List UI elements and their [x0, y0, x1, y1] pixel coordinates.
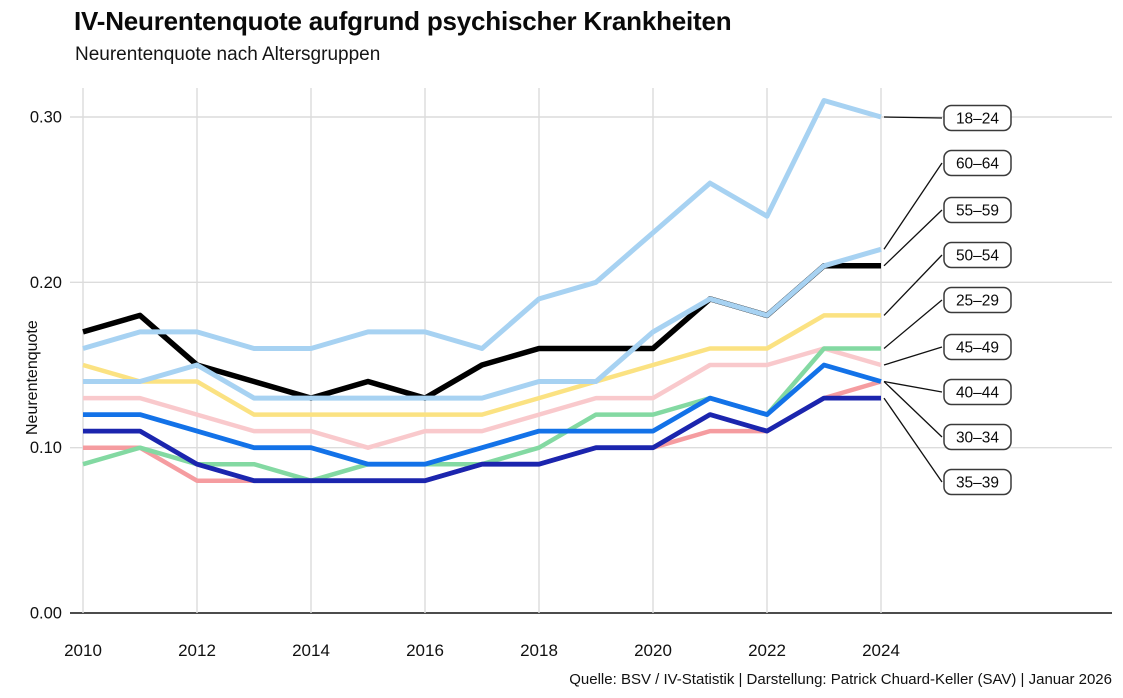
source-note: Quelle: BSV / IV-Statistik | Darstellung… — [569, 671, 1112, 688]
leader-line-40-44 — [883, 380, 943, 393]
x-tick-label: 2020 — [634, 641, 672, 660]
leader-line-55-59 — [883, 209, 943, 267]
y-tick-label: 0.20 — [30, 274, 62, 292]
y-tick-label: 0.30 — [30, 109, 62, 127]
series-label-25-29: 25–29 — [956, 293, 999, 310]
x-tick-label: 2016 — [406, 641, 444, 660]
leader-line-18-24 — [883, 116, 943, 119]
series-line-45-49 — [83, 346, 882, 450]
leader-line-45-49 — [883, 346, 943, 366]
chart-title: IV-Neurentenquote aufgrund psychischer K… — [74, 6, 732, 36]
series-label-box-45-49 — [943, 333, 1012, 361]
y-tick-label: 0.10 — [30, 439, 62, 457]
series-label-45-49: 45–49 — [956, 340, 999, 357]
series-label-box-35-39 — [943, 468, 1012, 496]
series-label-35-39: 35–39 — [956, 475, 999, 492]
y-tick-label: 0.00 — [30, 605, 62, 623]
leader-line-30-34 — [883, 381, 943, 438]
series-label-box-40-44 — [943, 378, 1012, 406]
leader-line-25-29 — [883, 299, 943, 349]
series-label-box-60-64 — [943, 149, 1012, 177]
series-label-box-25-29 — [943, 286, 1012, 314]
x-tick-label: 2014 — [292, 641, 330, 660]
chart-subtitle: Neurentenquote nach Altersgruppen — [75, 44, 381, 65]
x-tick-label: 2018 — [520, 641, 558, 660]
series-label-box-50-54 — [943, 241, 1012, 269]
x-tick-label: 2010 — [64, 641, 102, 660]
series-label-60-64: 60–64 — [956, 156, 999, 173]
series-label-55-59: 55–59 — [956, 203, 999, 220]
x-tick-label: 2024 — [862, 641, 900, 660]
series-label-box-30-34 — [943, 423, 1012, 451]
x-tick-label: 2012 — [178, 641, 216, 660]
leader-line-50-54 — [883, 254, 943, 316]
series-line-35-39 — [83, 395, 881, 484]
series-line-40-44 — [83, 362, 882, 467]
leader-line-60-64 — [883, 162, 943, 250]
series-label-18-24: 18–24 — [956, 111, 999, 128]
series-label-box-55-59 — [943, 196, 1012, 224]
series-line-18-24 — [82, 98, 882, 351]
leader-line-35-39 — [883, 397, 943, 483]
x-tick-label: 2022 — [748, 641, 786, 660]
series-label-30-34: 30–34 — [956, 430, 999, 447]
series-label-40-44: 40–44 — [956, 385, 999, 402]
series-line-50-54 — [82, 313, 881, 417]
series-label-box-18-24 — [943, 104, 1012, 132]
series-label-50-54: 50–54 — [956, 248, 999, 265]
series-line-60-64 — [83, 246, 882, 401]
